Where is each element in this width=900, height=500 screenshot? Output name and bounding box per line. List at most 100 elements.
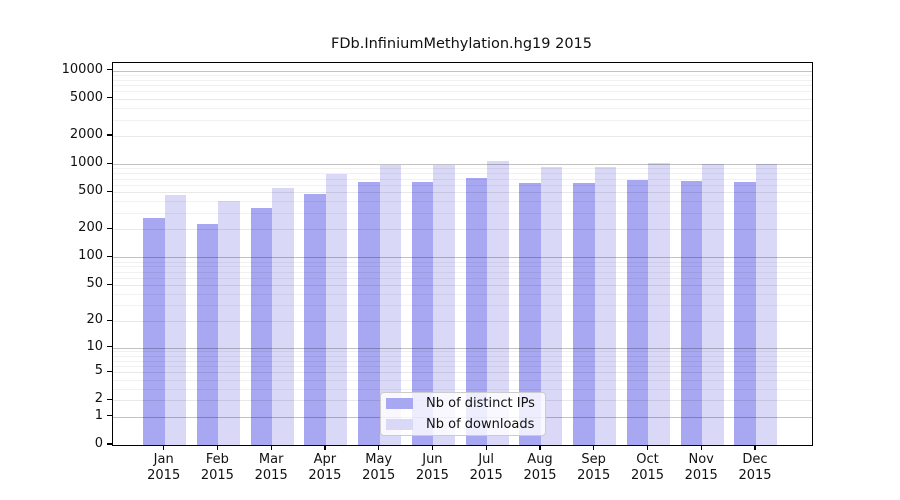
x-tick-year: 2015 (415, 468, 449, 483)
bar-downloads-apr (325, 174, 348, 445)
bar-distinct-ips-jun (411, 182, 434, 445)
y-tick-label: 100 (78, 248, 103, 264)
plot-area: Nb of distinct IPs Nb of downloads (112, 62, 813, 446)
x-tick-month: Jan (153, 452, 174, 467)
y-tick-label: 5000 (69, 89, 103, 105)
x-tick-label: Aug 2015 (513, 452, 567, 484)
x-tick-year: 2015 (362, 468, 396, 483)
y-tick-label: 5 (94, 363, 103, 379)
y-tick-label: 20 (86, 312, 103, 328)
bar-distinct-ips-jan (143, 218, 165, 445)
x-tick-mark (700, 445, 702, 450)
x-tick-mark (539, 445, 541, 450)
bar-distinct-ips-sep (573, 183, 595, 445)
x-tick-year: 2015 (147, 468, 181, 483)
y-tick-mark (107, 283, 112, 285)
chart-title: FDb.InfiniumMethylation.hg19 2015 (331, 36, 592, 52)
y-tick-label: 2000 (69, 127, 103, 142)
bar-distinct-ips-dec (734, 181, 756, 445)
x-tick-label: Apr 2015 (298, 452, 352, 484)
y-tick-label: 500 (78, 183, 103, 199)
x-tick-label: Mar 2015 (244, 452, 298, 484)
x-tick-month: Feb (205, 452, 229, 467)
x-tick-month: Mar (258, 452, 284, 467)
x-tick-month: Jul (478, 452, 495, 467)
y-tick-mark (107, 255, 112, 258)
y-tick-mark (107, 190, 112, 192)
x-tick-label: Oct 2015 (621, 452, 675, 484)
legend: Nb of distinct IPs Nb of downloads (380, 392, 546, 436)
bar-distinct-ips-mar (250, 207, 273, 445)
y-tick-mark (107, 227, 112, 230)
x-tick-label: Nov 2015 (674, 452, 728, 484)
x-tick-month: Sep (581, 452, 606, 467)
x-tick-year: 2015 (577, 468, 611, 483)
bar-downloads-jun (433, 164, 455, 445)
bar-downloads-may (379, 164, 402, 445)
bar-distinct-ips-aug (519, 182, 541, 445)
x-tick-month: Apr (313, 452, 337, 467)
bar-downloads-jul (487, 160, 509, 445)
x-tick-year: 2015 (254, 468, 288, 483)
x-tick-label: Jul 2015 (459, 452, 513, 484)
x-tick-month: Jun (422, 452, 443, 467)
bar-downloads-jan (164, 195, 187, 445)
y-tick-label: 200 (78, 220, 103, 236)
bar-downloads-oct (648, 162, 670, 445)
x-tick-mark (646, 445, 649, 450)
x-tick-year: 2015 (469, 468, 503, 483)
x-tick-month: Dec (742, 452, 768, 467)
bar-distinct-ips-nov (680, 181, 703, 445)
x-tick-year: 2015 (630, 468, 665, 483)
x-tick-month: May (365, 452, 393, 467)
y-tick-label: 0 (94, 436, 103, 451)
x-tick-label: Feb 2015 (190, 452, 244, 484)
bar-downloads-nov (702, 163, 724, 445)
bar-downloads-mar (272, 188, 294, 445)
x-tick-mark (216, 445, 219, 450)
legend-item-distinct-ips: Nb of distinct IPs (386, 393, 545, 414)
x-tick-mark (163, 445, 165, 450)
x-tick-mark (324, 445, 326, 450)
x-tick-mark (593, 445, 595, 450)
bar-distinct-ips-feb (196, 223, 219, 445)
x-tick-label: Jun 2015 (405, 452, 459, 484)
y-tick-mark (107, 68, 112, 71)
x-tick-label: Jan 2015 (137, 452, 191, 484)
y-tick-mark (107, 415, 112, 417)
x-tick-year: 2015 (200, 468, 234, 483)
x-tick-label: May 2015 (352, 452, 406, 484)
y-tick-label: 1000 (69, 155, 103, 171)
legend-label-distinct-ips: Nb of distinct IPs (426, 396, 535, 411)
legend-swatch-downloads (386, 419, 413, 430)
x-tick-month: Aug (527, 452, 553, 467)
bar-downloads-aug (540, 167, 563, 445)
bar-distinct-ips-may (358, 181, 380, 445)
y-tick-mark (107, 443, 112, 445)
y-tick-label: 10 (86, 338, 103, 354)
x-tick-year: 2015 (308, 468, 342, 483)
legend-label-downloads: Nb of downloads (426, 417, 535, 432)
y-tick-mark (107, 398, 112, 400)
legend-item-downloads: Nb of downloads (386, 414, 545, 435)
y-tick-mark (107, 319, 112, 321)
x-tick-mark (754, 445, 756, 450)
bar-distinct-ips-jul (465, 177, 488, 445)
y-tick-label: 10000 (61, 61, 103, 77)
bar-downloads-dec (755, 164, 778, 445)
bar-distinct-ips-oct (626, 179, 649, 445)
y-tick-mark (107, 345, 112, 348)
bar-downloads-sep (594, 166, 617, 445)
y-tick-mark (107, 97, 112, 99)
x-tick-month: Oct (636, 452, 659, 467)
bar-distinct-ips-apr (304, 194, 326, 445)
x-tick-mark (270, 445, 272, 450)
legend-swatch-distinct-ips (386, 398, 413, 409)
y-tick-mark (107, 134, 112, 136)
x-tick-mark (378, 445, 380, 450)
x-tick-label: Dec 2015 (728, 452, 782, 484)
y-tick-label: 50 (86, 276, 103, 292)
bars-layer (113, 63, 812, 445)
x-tick-month: Nov (688, 452, 714, 467)
